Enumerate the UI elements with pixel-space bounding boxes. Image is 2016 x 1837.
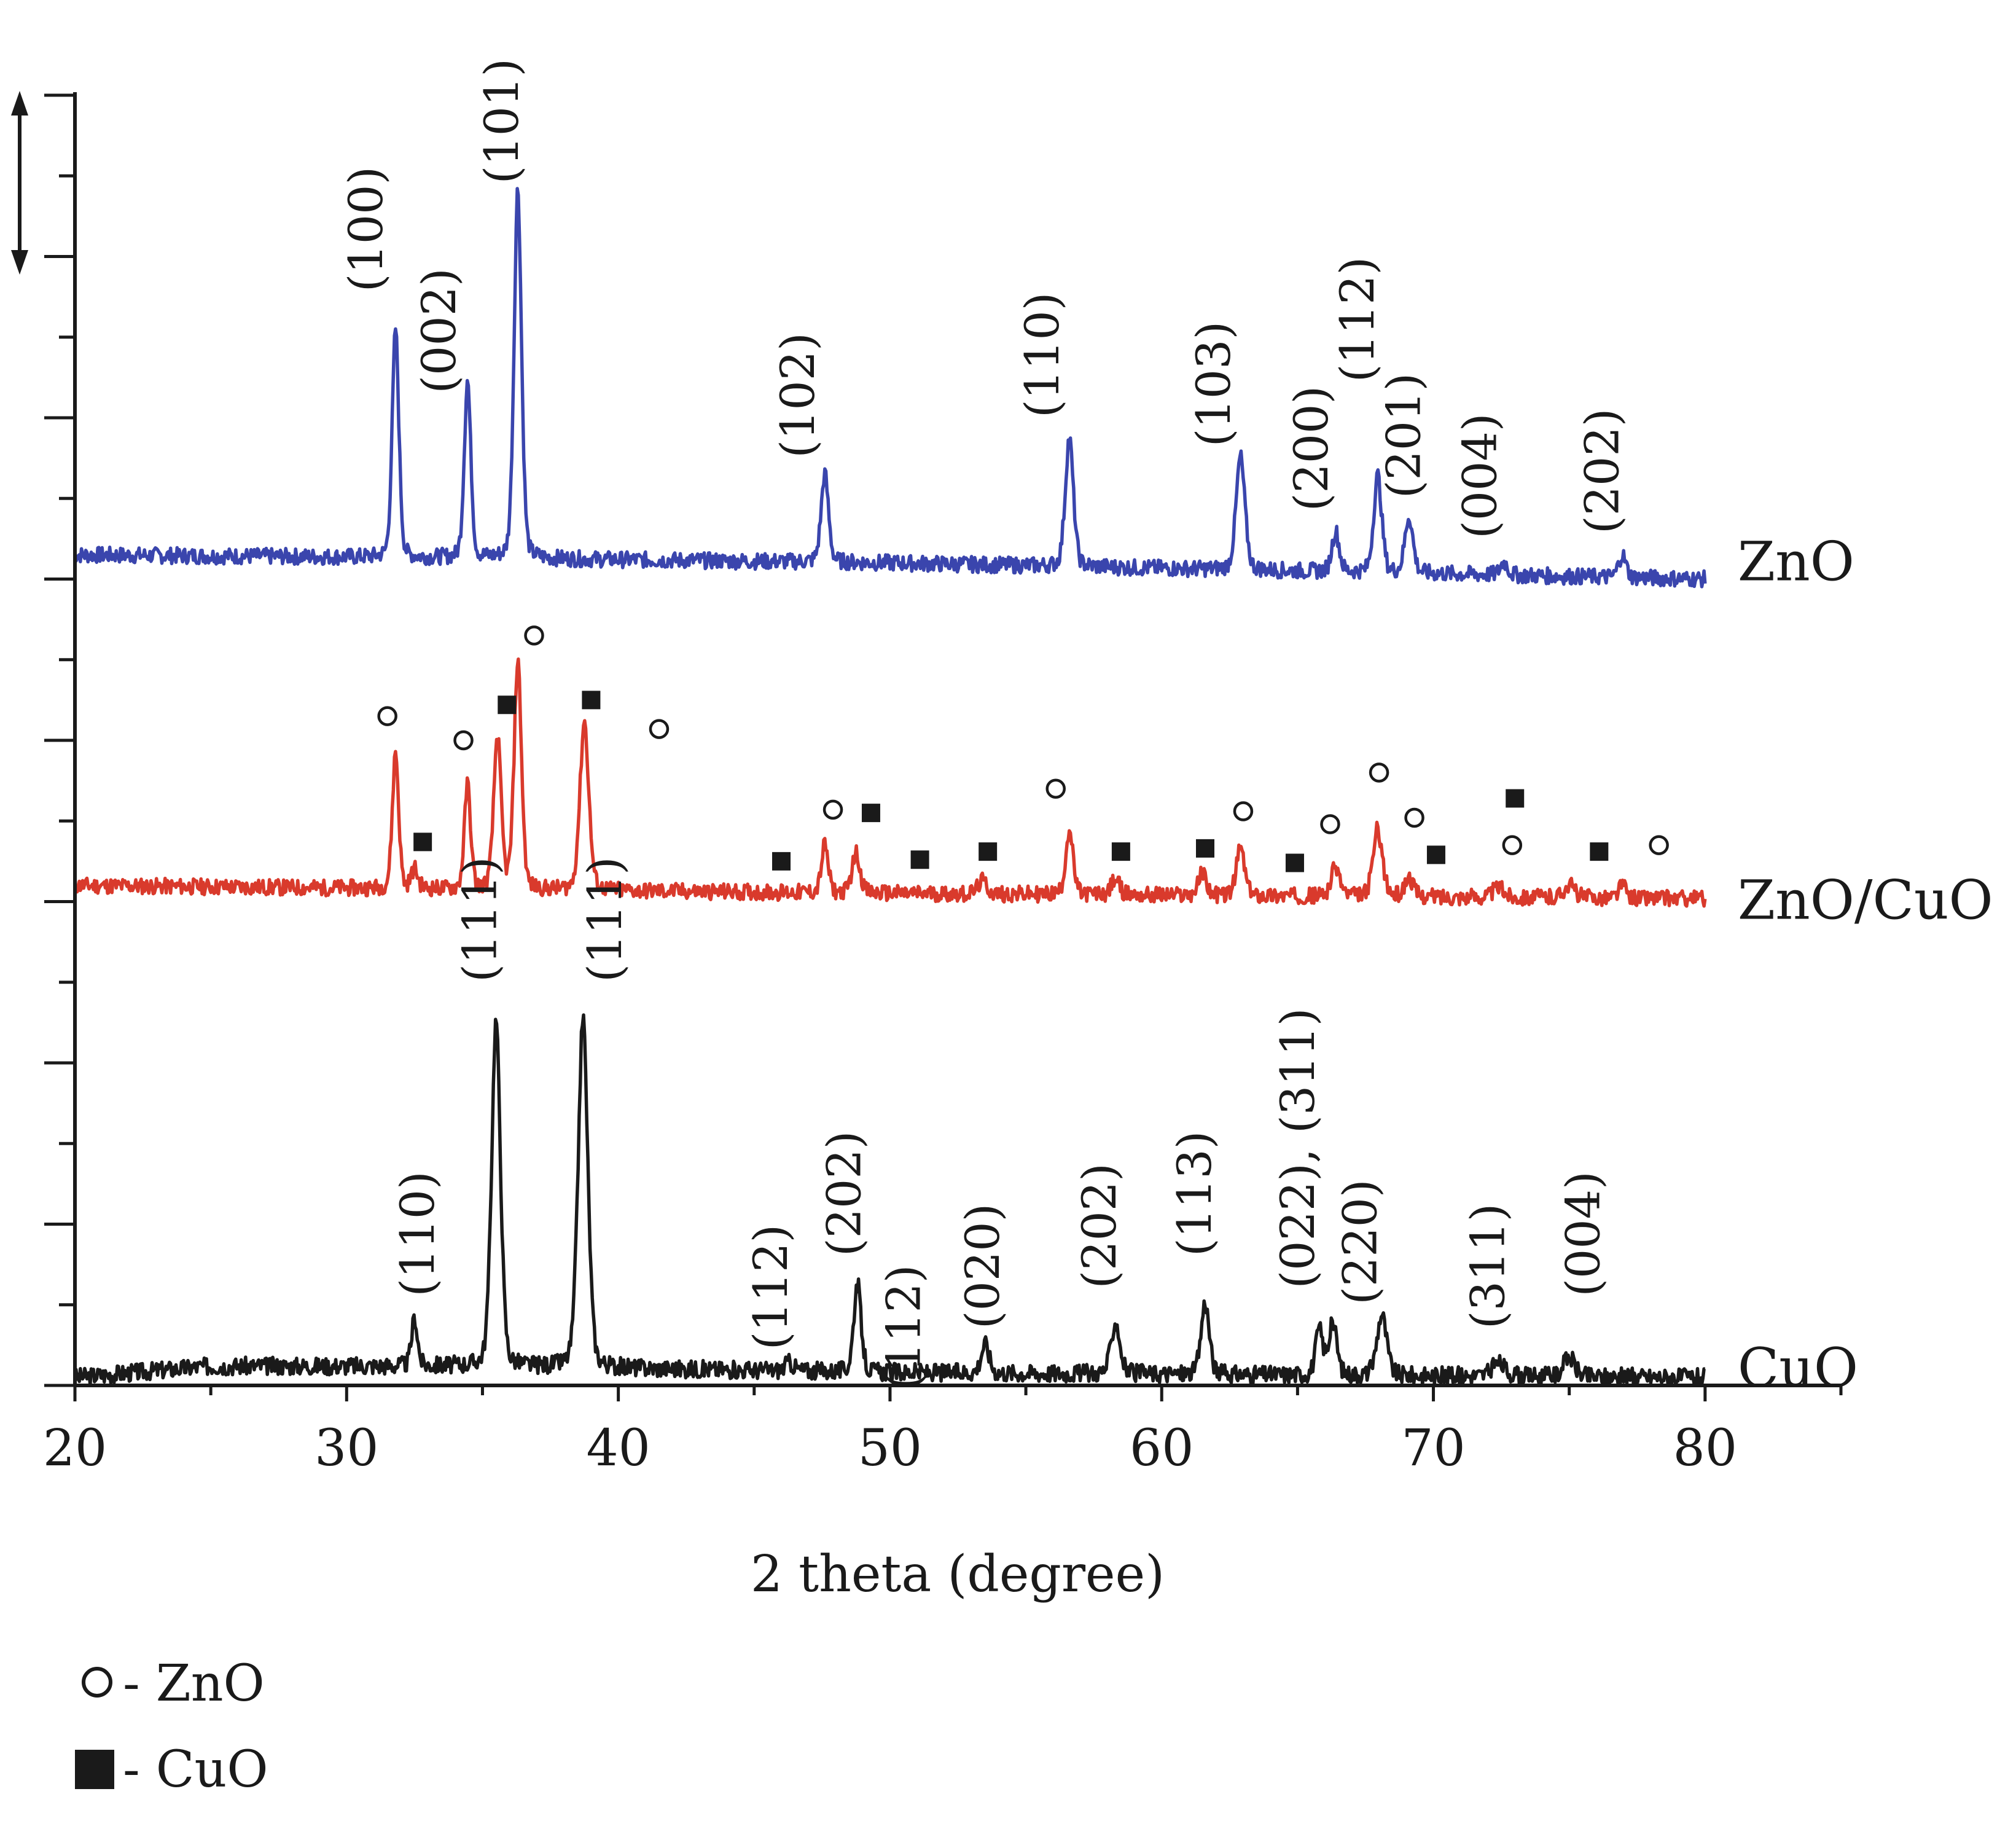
zno-marker <box>822 799 843 820</box>
x-tick-label: 60 <box>1130 1419 1194 1478</box>
cuo-marker <box>413 832 432 852</box>
cuo-marker <box>979 842 998 861</box>
series-label: CuO <box>1738 1336 1858 1400</box>
zno-marker <box>1404 807 1424 828</box>
peak-label: (200) <box>1284 386 1338 511</box>
cuo-marker <box>1590 842 1609 861</box>
zno-marker <box>453 730 474 751</box>
peak-label: (112) <box>877 1265 931 1390</box>
peak-label: (020) <box>955 1204 1010 1329</box>
zno-marker <box>1649 835 1669 855</box>
series-line-zno-cuo <box>73 657 1707 908</box>
legend-cuo-square-icon <box>75 1750 114 1789</box>
legend-zno-label: - ZnO <box>123 1655 265 1713</box>
peak-label: (101) <box>474 58 529 184</box>
zno-marker <box>1369 762 1389 783</box>
zno-marker <box>1502 835 1523 855</box>
x-tick-label: 80 <box>1673 1419 1737 1478</box>
zno-marker <box>1320 814 1340 834</box>
cuo-marker <box>910 850 929 869</box>
x-tick-label: 50 <box>858 1419 922 1478</box>
peak-label: (002) <box>412 268 466 393</box>
series-label: ZnO/CuO <box>1738 869 1993 932</box>
zno-marker <box>377 706 397 726</box>
peak-label: (111) <box>577 856 632 982</box>
peak-label: (100) <box>338 166 393 292</box>
zno-marker <box>649 719 670 739</box>
peak-label: (022), (311) <box>1270 1008 1325 1288</box>
zno-marker <box>1233 801 1254 821</box>
legend-zno-circle-icon <box>82 1667 112 1698</box>
ticks-layer: 20 30 40 50 60 70 80 <box>43 93 1843 1478</box>
peak-label: (202) <box>1072 1163 1127 1288</box>
legend-cuo-label: - CuO <box>123 1741 268 1799</box>
peak-label: (202) <box>816 1131 871 1256</box>
cuo-marker <box>498 695 517 715</box>
y-double-arrow <box>11 91 28 275</box>
peak-label: (004) <box>1555 1171 1610 1296</box>
zno-marker <box>524 625 544 646</box>
peak-label: (110) <box>390 1171 445 1296</box>
peak-label: (201) <box>1376 373 1431 498</box>
peak-label: (113) <box>1167 1131 1222 1256</box>
legend: - ZnO - CuO <box>75 1655 268 1799</box>
peak-label: (112) <box>743 1224 798 1350</box>
series-line-zno <box>73 187 1707 589</box>
x-tick-label: 40 <box>586 1419 650 1478</box>
peak-label: (111) <box>453 856 507 982</box>
x-axis-label: 2 theta (degree) <box>751 1545 1165 1604</box>
cuo-marker <box>1506 789 1525 808</box>
x-tick-label: 70 <box>1401 1419 1465 1478</box>
cuo-marker <box>1426 845 1445 864</box>
x-tick-label: 20 <box>43 1419 107 1478</box>
cuo-marker <box>1111 842 1130 861</box>
peak-label: (004) <box>1452 413 1507 539</box>
cuo-marker <box>1196 839 1214 858</box>
markers-layer <box>377 625 1669 872</box>
peak-label: (110) <box>1015 292 1069 418</box>
peak-label: (220) <box>1333 1179 1388 1304</box>
zno-marker <box>1045 778 1066 799</box>
cuo-marker <box>861 804 880 823</box>
cuo-marker <box>772 852 791 871</box>
peak-label: (311) <box>1461 1204 1515 1329</box>
peak-label: (103) <box>1186 321 1241 447</box>
peak-label: (112) <box>1330 257 1385 382</box>
series-label: ZnO <box>1738 530 1854 593</box>
series-layer <box>73 187 1707 1387</box>
peak-label: (202) <box>1574 409 1629 534</box>
cuo-marker <box>582 691 601 710</box>
cuo-marker <box>1285 853 1304 872</box>
series-line-cuo <box>73 1013 1706 1387</box>
labels-layer: ZnO ZnO/CuO CuO (100) (002) (101) (102) (110) (1… <box>338 58 1993 1400</box>
x-tick-label: 30 <box>315 1419 378 1478</box>
peak-label: (102) <box>770 332 825 458</box>
